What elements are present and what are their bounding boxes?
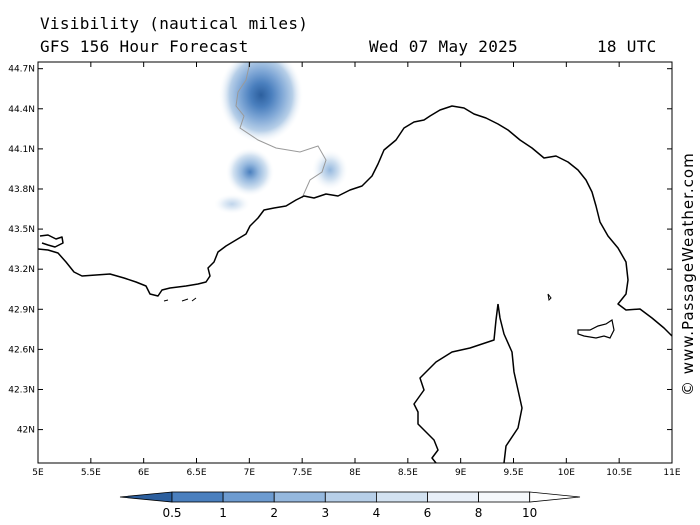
lon-tick-label: 8E xyxy=(349,468,361,478)
lon-tick-label: 6E xyxy=(138,468,150,478)
lon-tick-label: 6.5E xyxy=(187,468,207,478)
colorbar-label: 1 xyxy=(219,506,227,520)
colorbar-label: 2 xyxy=(270,506,278,520)
lat-tick-label: 42.9N xyxy=(8,305,35,315)
credit-watermark: © www.PassageWeather.com xyxy=(679,152,697,396)
coastline-mainland xyxy=(38,105,672,337)
lat-tick-label: 43.5N xyxy=(8,225,35,235)
fog-patch-north xyxy=(219,62,303,143)
lon-tick-label: 7E xyxy=(244,468,256,478)
lat-tick-label: 42N xyxy=(17,426,35,436)
colorbar-segment xyxy=(324,491,377,503)
colorbar-segment xyxy=(273,491,326,503)
lon-tick-label: 10.5E xyxy=(606,468,632,478)
forecast-time: 18 UTC xyxy=(597,37,657,56)
colorbar-segment xyxy=(222,491,275,503)
lon-tick-label: 8.5E xyxy=(398,468,418,478)
island-capraia xyxy=(547,293,552,302)
colorbar-segment xyxy=(478,491,531,503)
island-hyeres xyxy=(163,297,197,302)
colorbar-label: 8 xyxy=(475,506,483,520)
colorbar-label: 4 xyxy=(373,506,381,520)
lon-tick-label: 10E xyxy=(558,468,575,478)
lat-tick-label: 44.7N xyxy=(8,65,35,75)
model-label: GFS 156 Hour Forecast xyxy=(40,37,249,56)
latitude-axis: 44.7N 44.4N 44.1N 43.8N 43.5N 43.2N 42.9N 42.6N… xyxy=(8,65,672,436)
lon-tick-label: 9.5E xyxy=(504,468,524,478)
colorbar-label: 10 xyxy=(522,506,537,520)
colorbar-high-arrow xyxy=(529,491,581,503)
longitude-axis: 5E 5.5E 6E 6.5E 7E 7.5E 8E 8.5E 9E 9.5E 10E 10.5E 11… xyxy=(32,62,681,478)
colorbar: 0.5 1 2 3 4 6 8 10 xyxy=(119,491,581,520)
colorbar-segment xyxy=(375,491,428,503)
coastline-corsica xyxy=(413,303,523,463)
lat-tick-label: 44.1N xyxy=(8,145,35,155)
fog-patch-south xyxy=(214,194,250,214)
lon-tick-label: 7.5E xyxy=(292,468,312,478)
island-elba xyxy=(577,319,615,339)
colorbar-low-arrow xyxy=(119,491,173,503)
fog-patch-east xyxy=(312,150,348,190)
chart-title: Visibility (nautical miles) xyxy=(40,14,309,33)
lat-tick-label: 43.2N xyxy=(8,265,35,275)
plot-frame xyxy=(37,61,673,464)
colorbar-segment xyxy=(171,491,224,503)
lon-tick-label: 11E xyxy=(663,468,680,478)
visibility-field xyxy=(214,62,348,214)
colorbar-label: 6 xyxy=(424,506,432,520)
lat-tick-label: 42.3N xyxy=(8,385,35,395)
lat-tick-label: 44.4N xyxy=(8,105,35,115)
lat-tick-label: 43.8N xyxy=(8,185,35,195)
colorbar-label: 3 xyxy=(321,506,329,520)
lat-tick-label: 42.6N xyxy=(8,345,35,355)
forecast-date: Wed 07 May 2025 xyxy=(369,37,518,56)
lon-tick-label: 5.5E xyxy=(81,468,101,478)
lon-tick-label: 9E xyxy=(455,468,467,478)
lon-tick-label: 5E xyxy=(32,468,44,478)
border-line xyxy=(235,62,327,199)
colorbar-label: 0.5 xyxy=(162,506,181,520)
fog-patch-central xyxy=(226,148,274,196)
credit-text: © www.PassageWeather.com xyxy=(679,152,697,396)
colorbar-segment xyxy=(427,491,479,503)
